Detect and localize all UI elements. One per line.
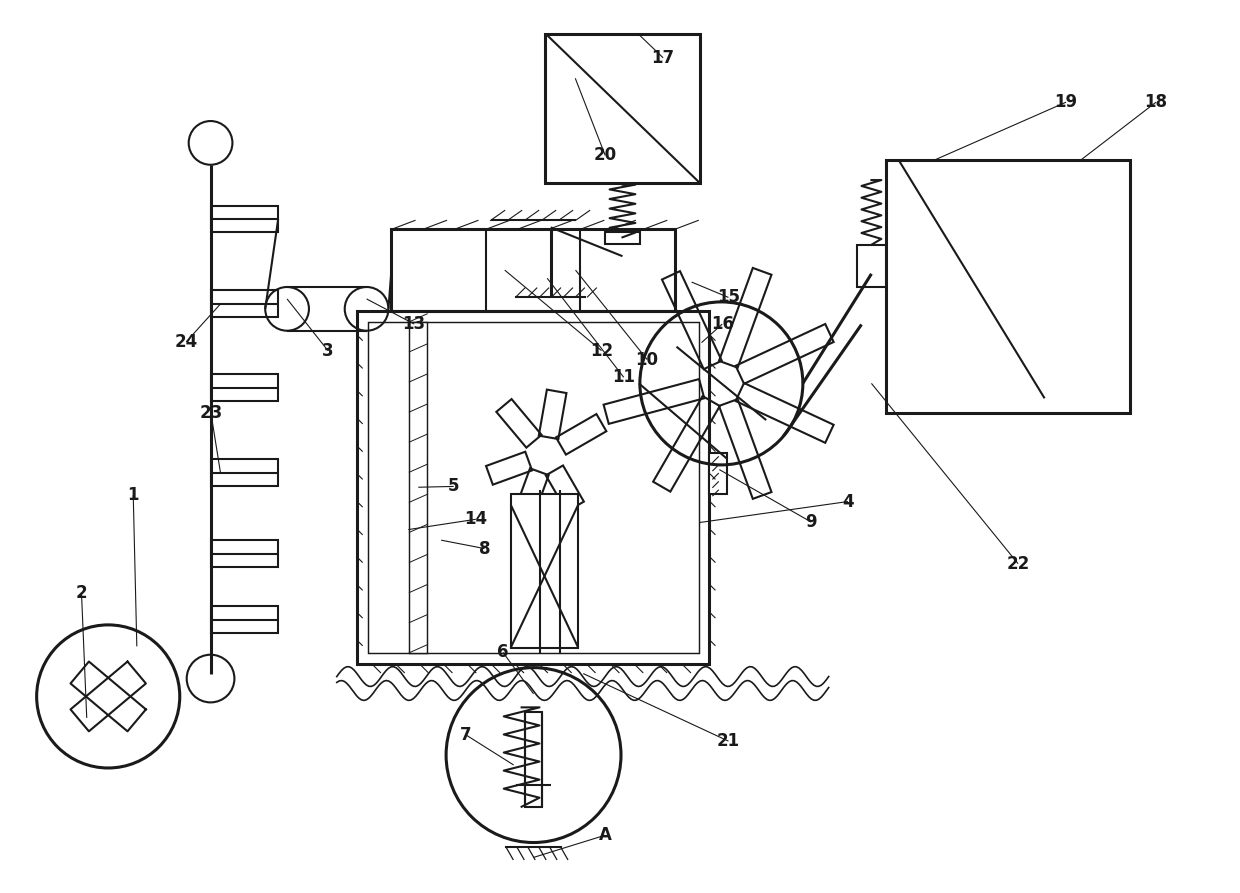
Text: 5: 5 bbox=[448, 478, 459, 496]
Bar bbox=[392, 230, 675, 311]
Text: 19: 19 bbox=[1054, 93, 1078, 111]
Text: 2: 2 bbox=[76, 584, 87, 602]
Text: 15: 15 bbox=[717, 288, 740, 306]
Bar bbox=[409, 321, 428, 653]
Text: 16: 16 bbox=[711, 315, 734, 333]
Bar bbox=[211, 374, 278, 401]
Text: 24: 24 bbox=[175, 333, 198, 351]
Text: 7: 7 bbox=[460, 726, 471, 744]
Bar bbox=[211, 459, 278, 486]
Bar bbox=[857, 245, 887, 287]
Bar bbox=[709, 453, 728, 495]
Text: 18: 18 bbox=[1145, 93, 1168, 111]
Text: 23: 23 bbox=[200, 404, 222, 421]
Text: 12: 12 bbox=[590, 342, 613, 360]
Text: 22: 22 bbox=[1007, 555, 1029, 572]
Text: 13: 13 bbox=[403, 315, 425, 333]
Bar bbox=[887, 160, 1130, 413]
Text: 8: 8 bbox=[479, 539, 490, 557]
Text: 14: 14 bbox=[464, 510, 487, 529]
Bar bbox=[211, 205, 278, 232]
Text: 21: 21 bbox=[717, 732, 740, 750]
Bar bbox=[211, 606, 278, 633]
Text: 10: 10 bbox=[636, 351, 658, 369]
Text: 9: 9 bbox=[805, 513, 817, 531]
Text: 1: 1 bbox=[128, 487, 139, 505]
Bar bbox=[511, 494, 578, 647]
Bar bbox=[357, 311, 709, 663]
Bar bbox=[367, 321, 698, 653]
Text: 17: 17 bbox=[651, 49, 675, 67]
Bar bbox=[211, 290, 278, 317]
Text: 6: 6 bbox=[497, 643, 508, 662]
Text: 20: 20 bbox=[594, 146, 616, 164]
Text: 3: 3 bbox=[322, 342, 334, 360]
Bar bbox=[605, 232, 640, 245]
Bar bbox=[546, 34, 699, 183]
Text: A: A bbox=[599, 826, 611, 844]
Text: 4: 4 bbox=[842, 493, 854, 511]
Bar bbox=[211, 540, 278, 567]
Text: 11: 11 bbox=[613, 368, 635, 387]
Bar bbox=[525, 713, 542, 806]
